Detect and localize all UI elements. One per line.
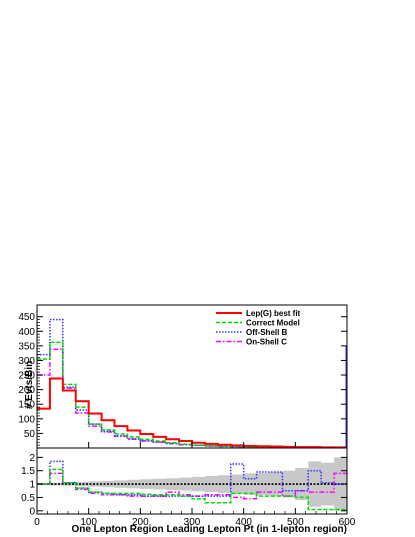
x-tick-label: 200 bbox=[132, 517, 149, 528]
lower-y-tick-label: 1 bbox=[29, 480, 35, 491]
upper-y-tick-label: 150 bbox=[18, 400, 35, 411]
upper-y-tick-label: 400 bbox=[18, 327, 35, 338]
x-tick-label: 400 bbox=[235, 517, 252, 528]
upper-y-tick-label: 300 bbox=[18, 356, 35, 367]
lower-y-tick-label: 0.5 bbox=[21, 493, 35, 504]
lower-panel: 0 0.5 1 1.5 2 0 100 200 300 400 500 600 bbox=[21, 447, 356, 528]
legend-label-3: On-Shell C bbox=[246, 338, 287, 347]
legend-label-2: Off-Shell B bbox=[246, 328, 288, 337]
legend-label-1: Correct Model bbox=[246, 319, 300, 328]
series-line-0 bbox=[37, 377, 347, 449]
upper-y-tick-label: 250 bbox=[18, 371, 35, 382]
lower-y-tick-label: 2 bbox=[29, 453, 35, 464]
x-tick-label: 300 bbox=[184, 517, 201, 528]
ratio-line-0 bbox=[37, 468, 347, 511]
upper-y-tick-label: 450 bbox=[18, 312, 35, 323]
lower-y-tick-label: 1.5 bbox=[21, 466, 35, 477]
legend-label-0: Lep(G) best fit bbox=[246, 309, 301, 318]
upper-y-tick-label: 350 bbox=[18, 341, 35, 352]
y-axis-title: # Evts/Bin bbox=[24, 361, 35, 409]
lower-y-tick-label: 0 bbox=[29, 506, 35, 517]
upper-y-tick-label: 100 bbox=[18, 414, 35, 425]
x-tick-label: 600 bbox=[339, 517, 356, 528]
upper-y-tick-label: 200 bbox=[18, 385, 35, 396]
upper-panel: 50 100 150 200 250 300 350 400 450 bbox=[18, 304, 348, 449]
ratio-line-1 bbox=[37, 460, 347, 497]
upper-plot-area bbox=[37, 305, 347, 448]
x-tick-label: 0 bbox=[34, 517, 40, 528]
ratio-line-2 bbox=[37, 472, 347, 500]
x-axis-title: One Lepton Region Leading Lepton Pt (in … bbox=[71, 524, 347, 535]
x-tick-label: 500 bbox=[287, 517, 304, 528]
x-tick-label: 100 bbox=[80, 517, 97, 528]
upper-y-tick-label: 50 bbox=[24, 429, 36, 440]
